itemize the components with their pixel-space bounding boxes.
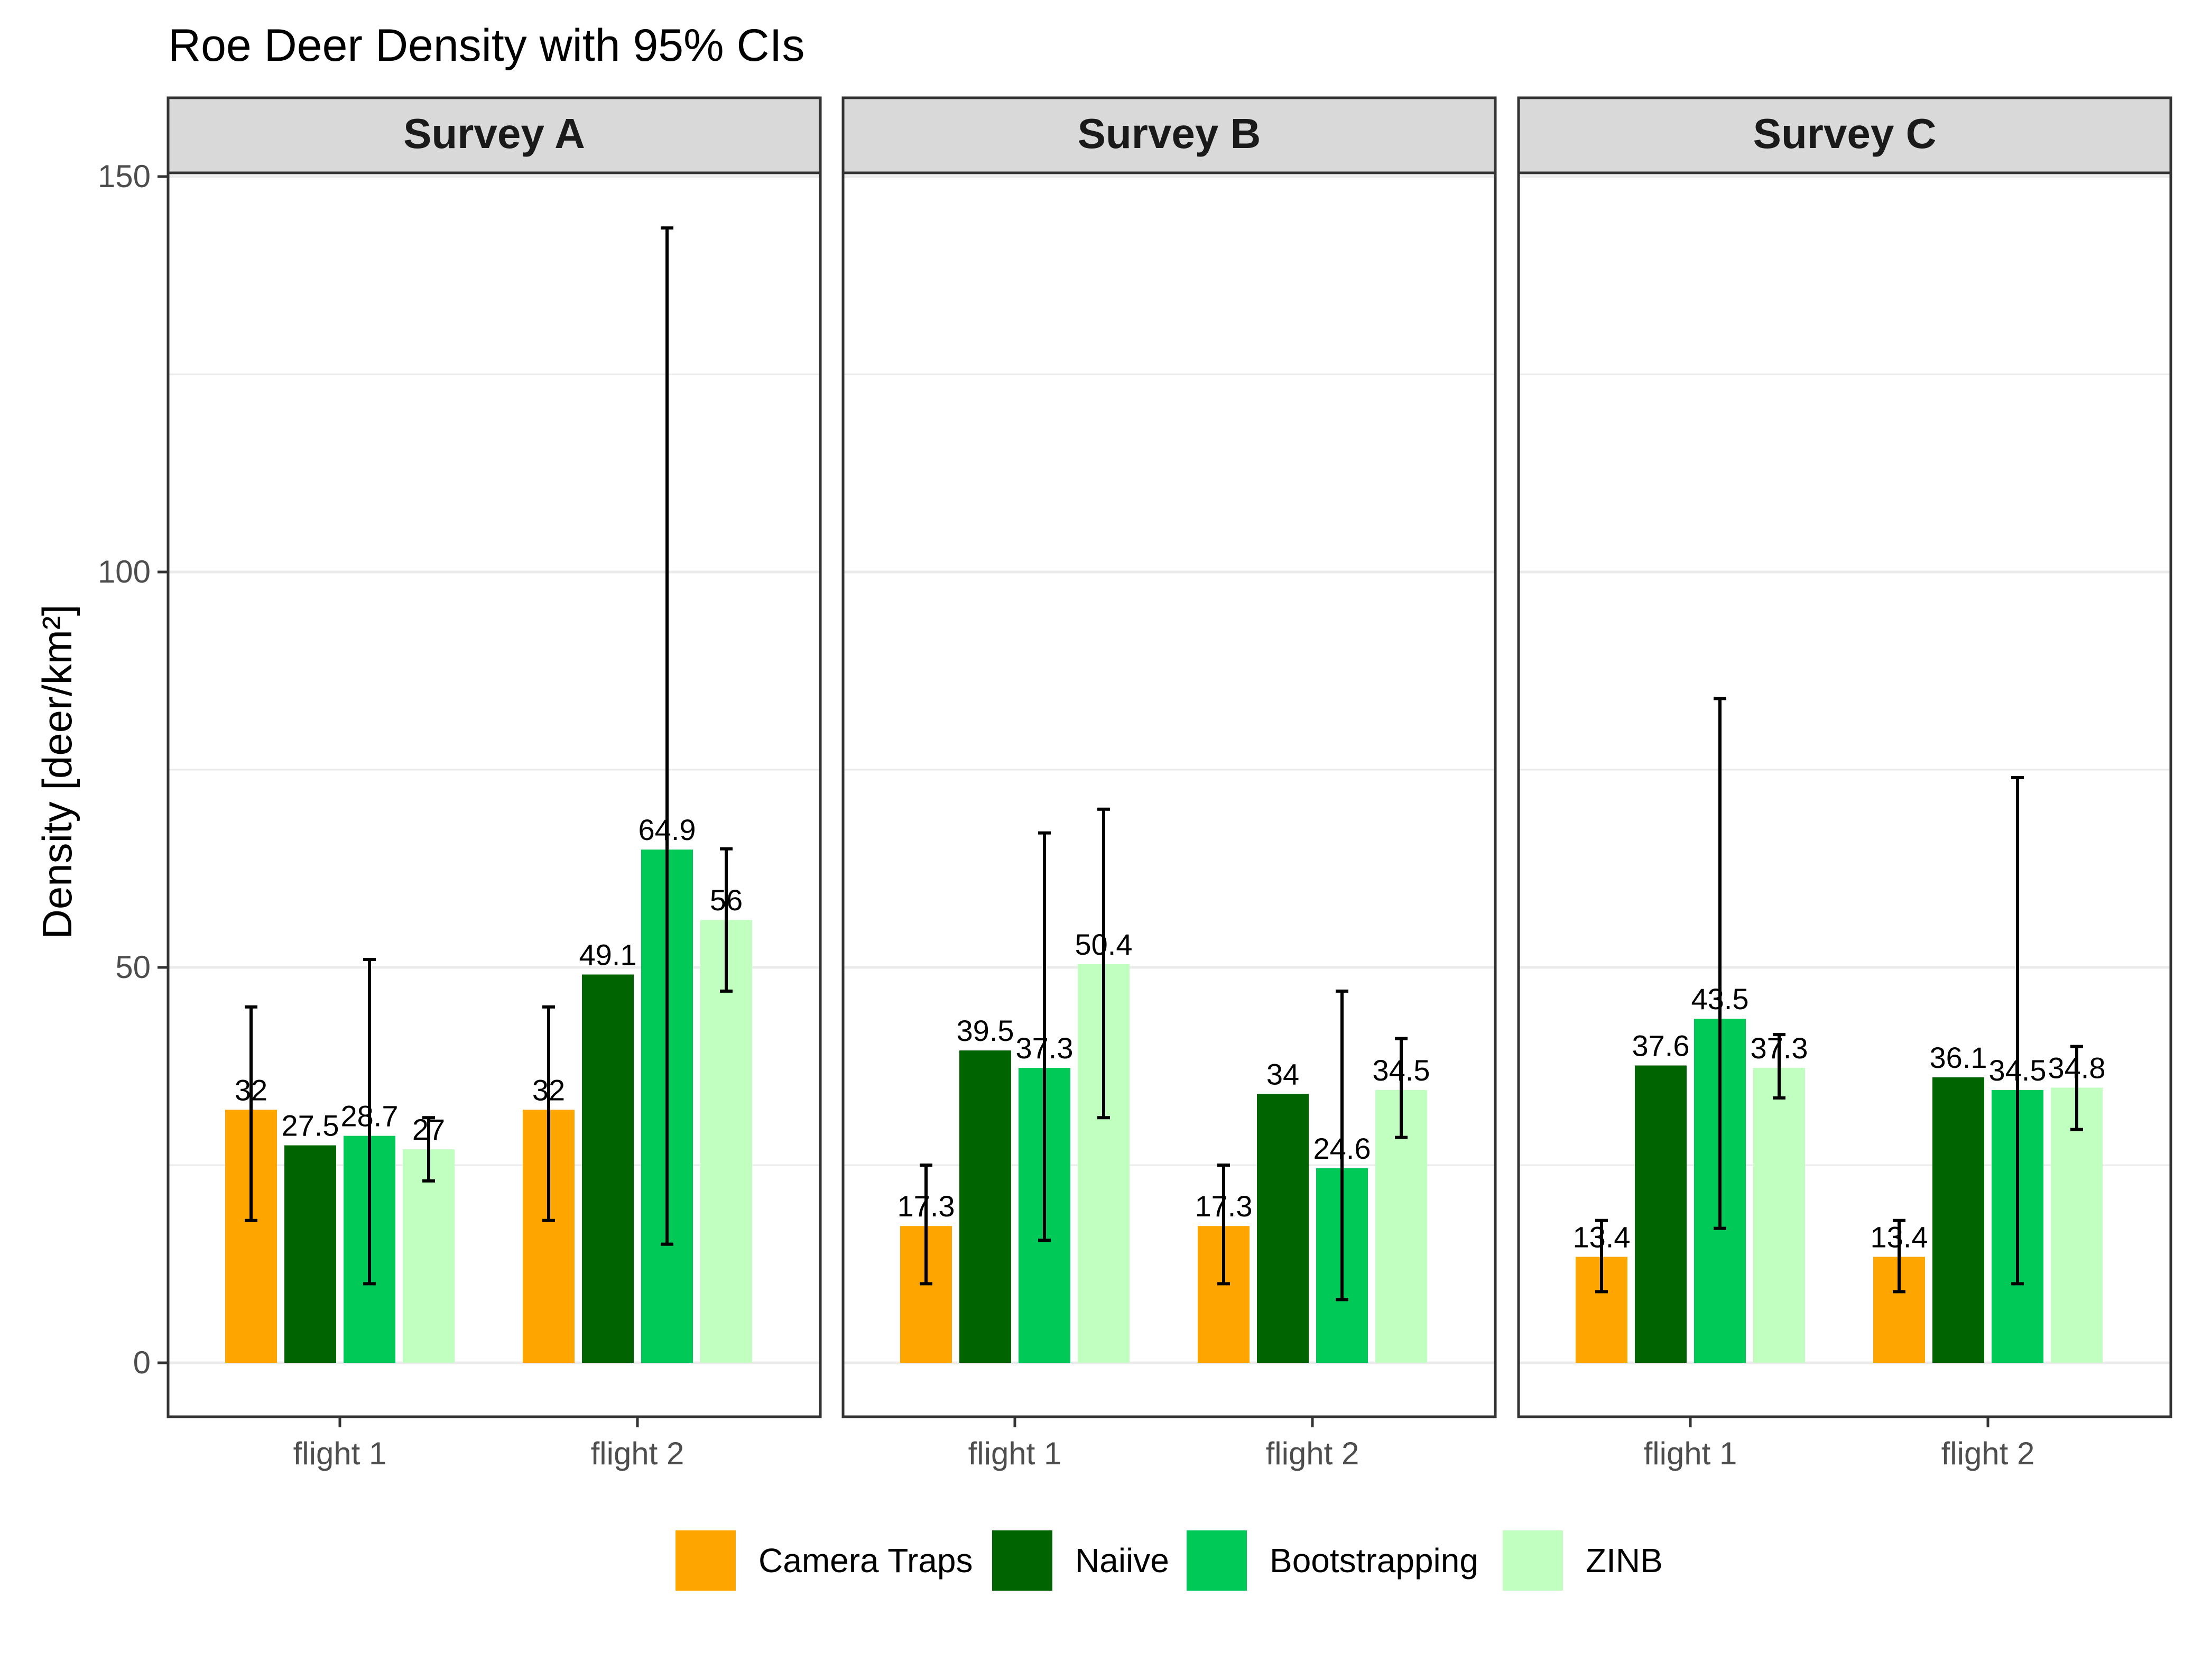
- data-label: 32: [532, 1073, 565, 1106]
- facet-strip-label: Survey B: [1078, 110, 1261, 157]
- x-tick-label: flight 1: [968, 1436, 1062, 1471]
- data-label: 64.9: [639, 813, 696, 846]
- data-label: 36.1: [1930, 1041, 1987, 1074]
- bar-naiive: [582, 974, 634, 1363]
- data-label: 37.3: [1751, 1031, 1808, 1065]
- legend-label: Camera Traps: [758, 1541, 973, 1580]
- x-tick-label: flight 2: [591, 1436, 684, 1471]
- data-label: 27: [412, 1113, 445, 1146]
- chart-title: Roe Deer Density with 95% CIs: [168, 20, 804, 71]
- legend-label: ZINB: [1586, 1541, 1663, 1580]
- panel-survey-b: 17.3 39.537.3 50.4 flight 1 17.3 34 24.6 34.5 fl…: [841, 96, 1497, 1471]
- y-tick-label: 50: [115, 949, 151, 985]
- data-label: 27.5: [282, 1109, 339, 1142]
- bar-zinb: [2051, 1087, 2103, 1363]
- bar-zinb: [1753, 1067, 1805, 1363]
- legend-key-camera-traps: [676, 1530, 736, 1591]
- data-label: 32: [235, 1073, 267, 1106]
- data-label: 43.5: [1691, 982, 1749, 1016]
- bar-naiive: [1257, 1094, 1309, 1363]
- legend-label: Bootstrapping: [1270, 1541, 1478, 1580]
- data-label: 13.4: [1573, 1221, 1631, 1254]
- panel-survey-a: 32 27.5 28.7 27 flight 1 32 49.1 64.9 56 flight 2…: [166, 96, 822, 1471]
- data-label: 50.4: [1075, 928, 1133, 961]
- legend: Camera Traps Naiive Bootstrapping ZINB: [676, 1530, 1663, 1591]
- panel-survey-c: 13.4 37.643.537.3 flight 1 13.4 36.1 34.5 34.8…: [1517, 96, 2172, 1471]
- data-label: 24.6: [1313, 1132, 1371, 1165]
- facet-strip: [166, 96, 822, 174]
- data-label: 13.4: [1871, 1221, 1928, 1254]
- facet-strip-label: Survey A: [403, 110, 585, 157]
- y-tick-label: 150: [98, 159, 151, 194]
- legend-label: Naiive: [1075, 1541, 1169, 1580]
- legend-key-bootstrapping: [1187, 1530, 1247, 1591]
- bar-naiive: [1932, 1077, 1984, 1363]
- data-label: 39.5: [957, 1014, 1014, 1047]
- y-tick-label: 100: [98, 554, 151, 589]
- legend-key-naiive: [992, 1530, 1052, 1591]
- y-tick-label: 0: [133, 1345, 151, 1380]
- data-label: 34: [1266, 1057, 1299, 1091]
- legend-key-zinb: [1503, 1530, 1563, 1591]
- bar-zinb: [700, 920, 752, 1363]
- data-label: 37.6: [1632, 1029, 1690, 1063]
- data-label: 34.5: [1373, 1054, 1430, 1087]
- bar-naiive: [1635, 1065, 1687, 1363]
- x-tick-label: flight 1: [1644, 1436, 1737, 1471]
- facet-strip: [1517, 96, 2172, 174]
- facet-strip-label: Survey C: [1753, 110, 1937, 157]
- y-axis-label: Density [deer/km²]: [34, 605, 80, 939]
- x-tick-label: flight 1: [293, 1436, 387, 1471]
- data-label: 56: [710, 883, 743, 917]
- data-label: 17.3: [1195, 1189, 1253, 1223]
- data-label: 28.7: [341, 1100, 399, 1133]
- data-label: 17.3: [897, 1189, 955, 1223]
- bar-naiive: [959, 1050, 1011, 1363]
- data-label: 34.5: [1989, 1054, 2047, 1087]
- x-tick-label: flight 2: [1941, 1436, 2035, 1471]
- data-label: 49.1: [579, 938, 637, 971]
- data-label: 34.8: [2048, 1051, 2106, 1084]
- bar-zinb: [403, 1149, 455, 1363]
- data-label: 37.3: [1016, 1031, 1074, 1065]
- bar-naiive: [284, 1145, 336, 1363]
- x-tick-label: flight 2: [1266, 1436, 1359, 1471]
- facet-strip: [841, 96, 1497, 174]
